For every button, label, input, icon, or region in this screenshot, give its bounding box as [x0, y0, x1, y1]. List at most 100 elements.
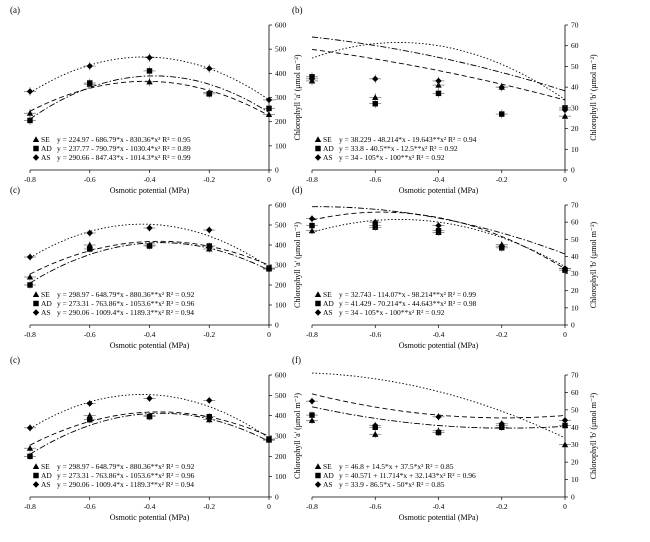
fit-equation: y = 298.97 - 648.79*x - 880.36**x² R² = … — [57, 290, 195, 299]
data-point — [265, 111, 273, 117]
legend-marker — [314, 291, 322, 298]
legend-marker — [314, 136, 322, 143]
fit-equation: y = 41.429 - 70.214*x - 44.643**x² R² = … — [339, 299, 477, 308]
y-tick-label: 300 — [275, 93, 287, 102]
data-point — [265, 265, 273, 273]
fit-equation: y = 34 - 105*x - 100**x² R² = 0.92 — [339, 308, 445, 317]
data-point — [265, 96, 273, 104]
x-tick-label: -0.8 — [24, 330, 36, 339]
x-tick-label: -0.8 — [24, 175, 36, 184]
y-tick-label: 20 — [571, 286, 579, 295]
y-tick-label: 20 — [571, 124, 579, 133]
legend-label: SE — [323, 462, 332, 471]
y-axis-title: Chlorophyll 'b' (μmol m⁻²) — [589, 392, 598, 479]
data-point — [372, 422, 379, 429]
legend-label: AD — [41, 144, 52, 153]
series-as — [24, 394, 275, 444]
fit-curve — [311, 42, 566, 100]
y-tick-label: 70 — [571, 371, 579, 380]
chart-panel-3: -0.8 -0.6 -0.4 -0.2 00 100 200 300 400 500 600 (c) O… — [10, 185, 302, 350]
y-tick-label: 0 — [571, 493, 575, 502]
data-point — [146, 68, 153, 74]
legend-label: SE — [323, 135, 332, 144]
chart-panel-1: -0.8 -0.6 -0.4 -0.2 00 100 200 300 400 500 600 (a) O… — [10, 5, 302, 195]
y-tick-label: 40 — [571, 83, 579, 92]
legend-marker — [33, 472, 39, 479]
x-tick-label: -0.6 — [369, 175, 381, 184]
fit-equation: y = 237.77 - 790.79*x - 1030.4*x² R² = 0… — [57, 144, 191, 153]
chart-panel-6: -0.8 -0.6 -0.4 -0.2 00 10 20 30 40 50 60 70 (f) Osmot… — [292, 355, 598, 522]
data-point — [146, 395, 153, 402]
fit-equation: y = 40.571 + 11.714*x + 32.143*x² R² = 0… — [339, 471, 476, 480]
y-tick-label: 400 — [275, 69, 287, 78]
legend-marker — [32, 154, 40, 161]
y-tick-label: 600 — [275, 371, 287, 380]
fit-curve — [29, 75, 270, 120]
x-axis-title: Osmotic potential (MPa) — [110, 186, 190, 195]
legend-label: AD — [323, 144, 334, 153]
legend-label: AD — [323, 299, 334, 308]
data-point — [561, 417, 569, 424]
fit-curve — [29, 411, 270, 446]
legend-label: AD — [323, 471, 334, 480]
x-tick-label: -0.2 — [496, 330, 508, 339]
data-point — [26, 110, 34, 116]
y-tick-label: 0 — [275, 321, 279, 330]
data-point — [372, 75, 379, 83]
legend-label: SE — [41, 135, 50, 144]
y-tick-label: 50 — [571, 235, 579, 244]
panel-label: (d) — [292, 185, 303, 195]
data-point — [562, 422, 568, 429]
fit-curve — [311, 36, 566, 92]
legend-label: AS — [323, 153, 333, 162]
data-point — [86, 229, 93, 237]
x-tick-label: -0.2 — [203, 330, 215, 339]
x-tick-label: 0 — [563, 175, 567, 184]
y-tick-label: 500 — [275, 391, 287, 400]
y-tick-label: 30 — [571, 440, 579, 449]
x-tick-label: -0.4 — [433, 330, 445, 339]
y-tick-label: 500 — [275, 221, 287, 230]
legend-marker — [32, 309, 40, 316]
fit-equation: y = 273.31 - 763.86*x - 1053.6**x² R² = … — [57, 299, 195, 308]
y-tick-label: 10 — [571, 145, 579, 154]
fit-equation: y = 33.9 - 86.5*x - 50*x² R² = 0.85 — [339, 480, 445, 489]
y-tick-label: 70 — [571, 201, 579, 210]
legend-label: AD — [41, 471, 52, 480]
data-point — [266, 105, 272, 112]
x-tick-label: -0.6 — [84, 330, 96, 339]
panel-label: (f) — [292, 355, 301, 365]
fit-equation: y = 290.06 - 1009.4*x - 1189.3**x² R² = … — [57, 480, 194, 489]
data-point — [26, 424, 34, 432]
legend-marker — [32, 481, 40, 488]
legend-marker — [33, 145, 39, 152]
x-tick-label: -0.8 — [306, 330, 318, 339]
y-tick-label: 10 — [571, 303, 579, 312]
x-axis-title: Osmotic potential (MPa) — [110, 341, 190, 350]
data-point — [435, 90, 442, 97]
data-point — [26, 88, 34, 95]
chart-panel-5: -0.8 -0.6 -0.4 -0.2 00 100 200 300 400 500 600 (c) O… — [10, 355, 302, 522]
series-ad — [24, 66, 275, 125]
y-tick-label: 10 — [571, 475, 579, 484]
fit-equation: y = 224.97 - 686.79*x - 830.36*x² R² = 0… — [57, 135, 191, 144]
fit-equation: y = 32.743 - 114.07*x - 98.214**x² R² = … — [339, 290, 476, 299]
data-point — [27, 117, 33, 124]
data-point — [146, 243, 153, 249]
x-tick-label: 0 — [267, 330, 271, 339]
legend-marker — [314, 463, 322, 470]
data-point — [206, 413, 212, 420]
x-axis-title: Osmotic potential (MPa) — [110, 513, 190, 522]
panel-label: (a) — [10, 5, 20, 15]
x-tick-label: -0.8 — [306, 502, 318, 511]
series-ad — [24, 412, 275, 460]
y-tick-label: 40 — [571, 252, 579, 261]
legend-label: AS — [41, 308, 51, 317]
y-tick-label: 100 — [275, 301, 287, 310]
data-point — [146, 78, 153, 85]
series-as — [306, 42, 571, 115]
data-point — [146, 54, 153, 61]
y-tick-label: 200 — [275, 281, 287, 290]
x-axis-title: Osmotic potential (MPa) — [399, 341, 479, 350]
